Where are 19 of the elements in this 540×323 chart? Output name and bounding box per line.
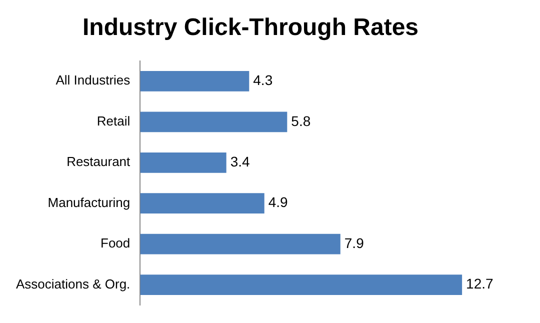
- y-tick-label: Restaurant: [66, 154, 131, 170]
- bar: [140, 152, 226, 173]
- y-tick-label: Associations & Org.: [16, 276, 130, 292]
- chart-title: Industry Click-Through Rates: [82, 14, 419, 42]
- data-label: 4.3: [253, 72, 273, 88]
- bar: [140, 70, 250, 92]
- bar: [140, 112, 288, 132]
- bar: [140, 274, 462, 296]
- data-label: 7.9: [344, 234, 364, 251]
- data-label: 5.8: [291, 112, 311, 129]
- data-label: 12.7: [466, 276, 494, 292]
- bar: [140, 193, 264, 214]
- data-label: 4.9: [268, 194, 288, 210]
- y-tick-label: Food: [100, 236, 130, 251]
- y-tick-label: Retail: [96, 113, 130, 128]
- y-tick-label: Manufacturing: [48, 194, 130, 210]
- data-label: 3.4: [230, 153, 250, 170]
- y-tick-label: All Industries: [56, 72, 131, 88]
- bar: [140, 234, 340, 254]
